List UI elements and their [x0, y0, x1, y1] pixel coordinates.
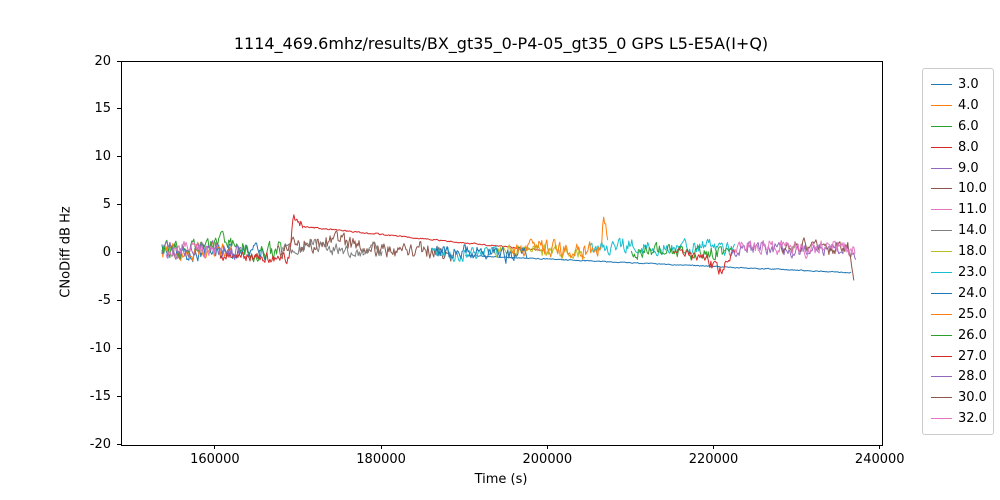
legend-item: 30.0 — [931, 387, 993, 408]
legend-item: 23.0 — [931, 262, 993, 283]
legend-line-sample — [931, 230, 952, 232]
x-tick-mark — [214, 445, 216, 449]
y-tick-mark — [117, 395, 121, 397]
series-line-11.0 — [165, 240, 217, 259]
series-line-32.0 — [734, 240, 856, 259]
y-tick-mark — [117, 156, 121, 158]
legend-item: 9.0 — [931, 158, 993, 179]
series-line-24.0 — [435, 244, 528, 264]
series-line-26.0 — [630, 241, 732, 261]
chart-title: 1114_469.6mhz/results/BX_gt35_0-P4-05_gt… — [233, 34, 769, 53]
legend-label: 14.0 — [958, 223, 987, 239]
x-tick-label: 180000 — [356, 452, 406, 467]
y-tick-mark — [117, 299, 121, 301]
plot-area — [121, 61, 883, 446]
legend-line-sample — [931, 104, 952, 106]
legend-label: 32.0 — [958, 411, 987, 427]
legend-item: 26.0 — [931, 325, 993, 346]
legend-line-sample — [931, 292, 952, 294]
legend-line-sample — [931, 334, 952, 336]
legend-item: 4.0 — [931, 95, 993, 116]
legend-line-sample — [931, 83, 952, 85]
legend-label: 9.0 — [958, 160, 979, 176]
legend-item: 27.0 — [931, 346, 993, 367]
series-line-3.0 — [465, 255, 852, 274]
legend-label: 11.0 — [958, 202, 987, 218]
legend-item: 11.0 — [931, 199, 993, 220]
y-tick-label: 20 — [94, 53, 111, 69]
series-line-9.0 — [161, 240, 242, 260]
legend-line-sample — [931, 251, 952, 253]
y-tick-mark — [117, 347, 121, 349]
legend-label: 6.0 — [958, 118, 979, 134]
legend-line-sample — [931, 313, 952, 315]
legend-line-sample — [931, 167, 952, 169]
x-tick-label: 200000 — [522, 452, 573, 467]
legend-label: 8.0 — [958, 139, 979, 155]
legend-item: 8.0 — [931, 137, 993, 158]
y-tick-label: -5 — [98, 292, 111, 308]
legend-label: 26.0 — [958, 327, 987, 343]
y-tick-label: -20 — [89, 436, 111, 452]
x-tick-mark — [546, 445, 548, 449]
legend-line-sample — [931, 376, 952, 378]
y-tick-mark — [117, 443, 121, 445]
legend-item: 24.0 — [931, 283, 993, 304]
y-tick-label: 15 — [94, 101, 111, 117]
y-tick-label: -15 — [89, 388, 111, 404]
legend-line-sample — [931, 209, 952, 211]
y-tick-label: 10 — [94, 149, 111, 165]
legend-label: 24.0 — [958, 285, 987, 301]
legend-label: 23.0 — [958, 264, 987, 280]
legend-line-sample — [931, 125, 952, 127]
series-line-27.0 — [672, 248, 736, 275]
legend-item: 32.0 — [931, 408, 993, 429]
x-tick-mark — [879, 445, 881, 449]
y-tick-mark — [117, 204, 121, 206]
x-tick-mark — [713, 445, 715, 449]
legend-label: 27.0 — [958, 348, 987, 364]
legend-label: 25.0 — [958, 306, 987, 322]
y-tick-mark — [117, 60, 121, 62]
legend-line-sample — [931, 397, 952, 399]
legend-line-sample — [931, 418, 952, 420]
legend-item: 6.0 — [931, 116, 993, 137]
series-line-8.0 — [219, 214, 304, 265]
legend-line-sample — [931, 146, 952, 148]
y-tick-label: 5 — [102, 197, 111, 213]
x-tick-mark — [380, 445, 382, 449]
y-tick-mark — [117, 252, 121, 253]
legend-item: 10.0 — [931, 178, 993, 199]
legend-label: 10.0 — [958, 181, 987, 197]
x-tick-label: 240000 — [854, 452, 905, 467]
legend-item: 18.0 — [931, 241, 993, 262]
legend-line-sample — [931, 188, 952, 190]
plot-canvas — [161, 214, 857, 281]
series-line-25.0 — [510, 216, 609, 260]
legend-item: 28.0 — [931, 366, 993, 387]
y-tick-label: -10 — [89, 340, 111, 356]
legend-label: 28.0 — [958, 369, 987, 385]
legend-label: 30.0 — [958, 390, 987, 406]
series-line-23.0 — [589, 237, 735, 257]
series-line-14.0 — [281, 238, 383, 259]
legend-item: 25.0 — [931, 304, 993, 325]
legend-item: 14.0 — [931, 220, 993, 241]
legend-label: 4.0 — [958, 97, 979, 113]
legend-label: 18.0 — [958, 244, 987, 260]
series-line-23.0 — [431, 245, 499, 263]
legend-label: 3.0 — [958, 76, 979, 92]
x-tick-label: 220000 — [688, 452, 739, 467]
legend: 3.0 4.0 6.0 8.0 9.0 10.0 11.0 14.0 18.0 23.0 24.0 2… — [922, 68, 994, 436]
legend-line-sample — [931, 271, 952, 273]
x-tick-label: 160000 — [190, 452, 240, 467]
x-axis-label: Time (s) — [474, 472, 528, 487]
y-tick-label: 0 — [102, 245, 111, 260]
legend-item: 3.0 — [931, 74, 993, 95]
y-tick-mark — [117, 108, 121, 110]
legend-line-sample — [931, 355, 952, 357]
